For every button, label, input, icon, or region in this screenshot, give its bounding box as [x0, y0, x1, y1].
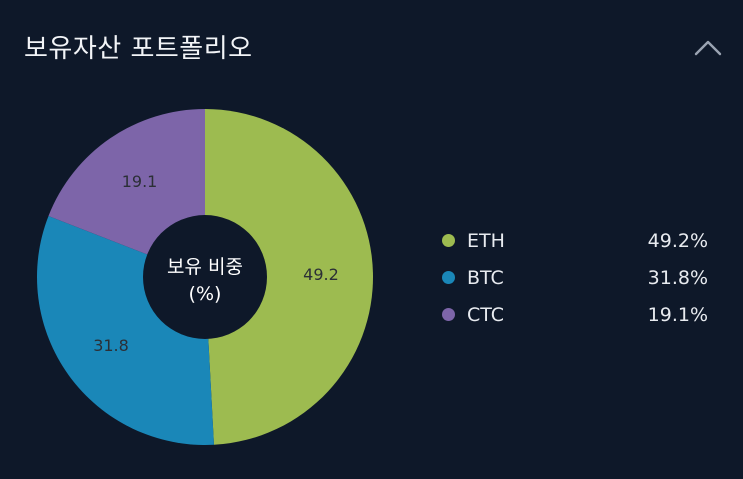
donut-chart-svg: 보유 비중 (%) 49.2 31.8 19.1: [36, 109, 374, 445]
chevron-up-icon: [694, 40, 722, 56]
donut-chart: 보유 비중 (%) 49.2 31.8 19.1: [30, 102, 380, 452]
legend: ETH 49.2% BTC 31.8% CTC 19.1%: [440, 222, 720, 333]
center-label-line1: 보유 비중: [167, 256, 243, 278]
slice-label-ctc: 19.1: [122, 172, 158, 191]
donut-hole: [143, 215, 267, 339]
legend-label: ETH: [467, 229, 505, 252]
legend-item-btc[interactable]: BTC 31.8%: [440, 259, 720, 296]
legend-label: BTC: [467, 266, 504, 289]
legend-item-ctc[interactable]: CTC 19.1%: [440, 296, 720, 333]
portfolio-header: 보유자산 포트폴리오: [0, 0, 743, 96]
legend-label: CTC: [467, 303, 505, 326]
page-title: 보유자산 포트폴리오: [24, 34, 253, 64]
legend-percent: 19.1%: [647, 303, 708, 326]
legend-item-eth[interactable]: ETH 49.2%: [440, 222, 720, 259]
slice-label-btc: 31.8: [93, 336, 129, 355]
legend-dot-eth: [442, 234, 455, 247]
legend-dot-ctc: [442, 308, 455, 321]
slice-eth[interactable]: [205, 109, 374, 445]
slice-label-eth: 49.2: [303, 265, 339, 284]
collapse-button[interactable]: [688, 32, 728, 64]
legend-dot-btc: [442, 271, 455, 284]
legend-percent: 31.8%: [647, 266, 708, 289]
center-label-line2: (%): [189, 283, 222, 305]
legend-percent: 49.2%: [647, 229, 708, 252]
